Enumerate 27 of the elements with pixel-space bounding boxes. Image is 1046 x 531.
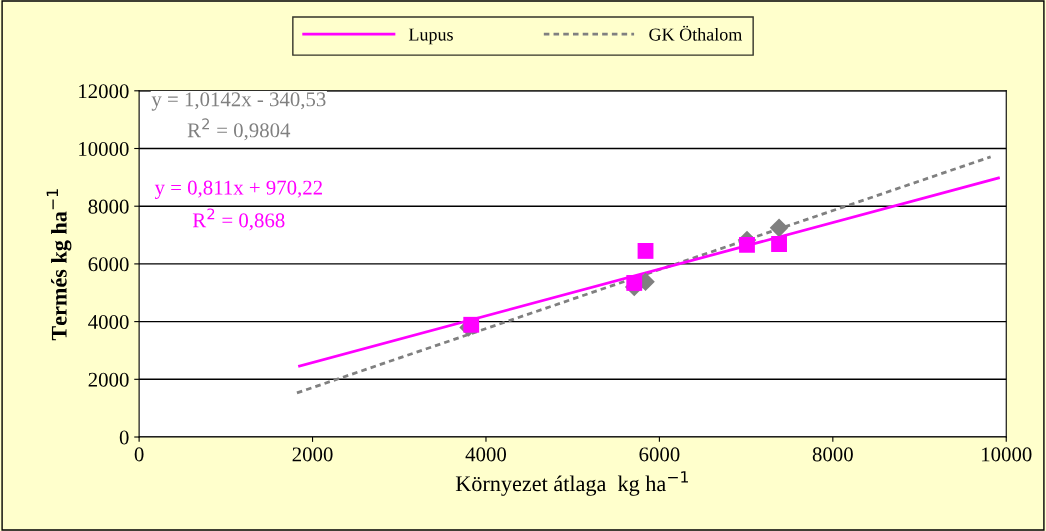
point	[463, 316, 480, 333]
y-axis-title: Termés kg ha$^{−1}$	[46, 189, 72, 341]
x-tick-label: 8000	[812, 447, 853, 462]
x-tick-label: 2000	[292, 447, 333, 462]
y-tick-label: 12000	[79, 84, 129, 99]
y-tick-label: 6000	[88, 257, 129, 272]
point	[739, 236, 755, 253]
y-tick-label: 10000	[79, 141, 129, 156]
legend-label: Lupus	[408, 28, 453, 45]
y-tick-label: 4000	[88, 314, 129, 330]
legend-label: GK Öthalom	[649, 25, 743, 41]
x-tick-label: 6000	[639, 447, 680, 462]
annotation: y = 0,811x + 970,22	[154, 180, 322, 199]
point	[637, 243, 654, 259]
x-axis-title: Környezet átlaga kg ha$^{−1}$	[455, 471, 688, 496]
point	[626, 275, 643, 291]
x-tick-label: 4000	[465, 447, 507, 462]
y-tick-label: 8000	[88, 199, 129, 214]
annotation: R$^{2}$ = 0,868	[192, 208, 285, 231]
annotation: y = 1,0142x - 340,53	[151, 92, 326, 111]
x-tick-label: 0	[134, 447, 144, 462]
annotation: R$^{2}$ = 0,9804	[187, 118, 291, 141]
x-tick-label: 10000	[982, 447, 1032, 462]
point	[769, 218, 789, 238]
point	[771, 236, 787, 252]
y-tick-label: 2000	[88, 372, 129, 387]
y-tick-label: 0	[119, 430, 129, 445]
